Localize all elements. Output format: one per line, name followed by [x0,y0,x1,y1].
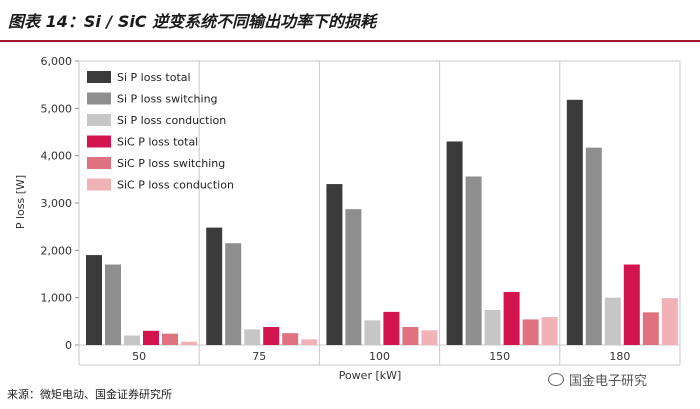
bar [604,297,621,345]
x-axis-label: Power [kW] [339,369,402,382]
bar [124,335,140,345]
wechat-icon [548,373,564,386]
y-tick-label: 6,000 [41,55,73,68]
legend: Si P loss total Si P loss switching Si P l… [87,71,234,192]
chart-title: 图表 14：Si / SiC 逆变系统不同输出功率下的损耗 [8,12,377,31]
legend-label: Si P loss conduction [117,114,226,127]
bar [263,327,280,345]
legend-swatch [87,92,111,105]
bar [206,227,223,345]
legend-label: Si P loss switching [117,93,218,106]
watermark: 国金电子研究 [548,370,647,389]
bar [503,291,520,345]
bar [282,333,299,345]
bar [522,319,539,345]
x-tick-label: 50 [132,350,146,363]
bar [484,309,501,345]
watermark-text: 国金电子研究 [569,374,648,389]
legend-swatch [87,114,111,126]
bar [446,141,463,345]
bars [86,99,678,346]
bar [541,317,558,345]
x-axis: 50 75 100 150 180 [132,350,630,363]
x-tick-label: 150 [489,350,510,363]
x-tick-label: 75 [252,350,266,363]
legend-swatch [87,71,111,83]
y-tick-label: 0 [65,339,72,352]
legend-label: SiC P loss switching [117,157,225,170]
bar [661,298,678,345]
x-tick-label: 100 [369,350,390,363]
bar [383,311,400,345]
bar [421,330,438,345]
legend-label: SiC P loss total [117,136,198,149]
y-axis-label: P loss [W] [14,175,27,229]
bar [465,176,482,345]
legend-swatch [87,178,111,191]
bar [105,264,121,345]
legend-swatch [87,135,111,148]
bar [566,99,583,346]
legend-swatch [87,157,111,169]
y-tick-label: 1,000 [41,292,73,305]
title-divider [0,40,700,42]
bar [162,333,178,345]
bar [244,329,261,345]
bar [301,339,318,345]
y-tick-label: 4,000 [41,150,73,163]
bar [143,330,159,345]
y-tick-label: 2,000 [41,244,73,257]
bar [642,312,659,345]
bar [225,243,242,345]
bar [345,209,362,345]
bar [585,147,602,345]
y-tick-label: 5,000 [41,102,73,115]
y-tick-label: 3,000 [41,197,73,210]
x-tick-label: 180 [609,350,630,363]
bar [364,320,381,345]
bar [402,327,419,345]
bar [623,264,640,345]
bar [86,255,102,345]
source-note: 来源：微矩电动、国金证券研究所 [7,388,172,401]
legend-label: Si P loss total [117,71,191,84]
bar [181,341,197,345]
y-axis: 0 1,000 2,000 3,000 4,000 5,000 6,000 [41,55,79,352]
legend-label: SiC P loss conduction [117,179,234,192]
bar [326,184,343,345]
